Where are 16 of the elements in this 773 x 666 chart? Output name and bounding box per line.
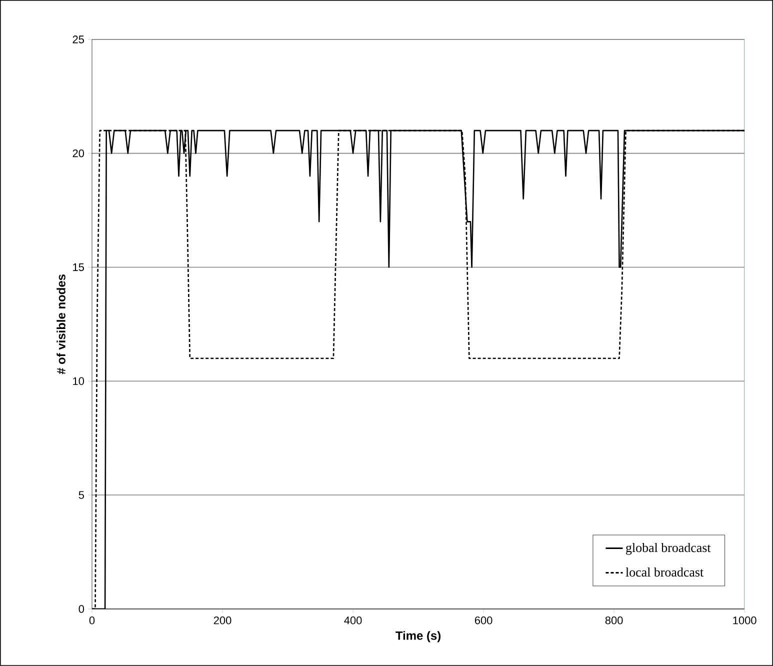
legend-label: global broadcast — [626, 543, 711, 555]
y-axis-title: # of visible nodes — [56, 274, 66, 374]
y-tick-label: 5 — [78, 491, 84, 499]
x-tick-label: 600 — [474, 616, 492, 624]
x-tick-label: 1000 — [733, 616, 756, 624]
y-tick-label: 20 — [72, 150, 84, 158]
y-tick-label: 25 — [72, 36, 84, 44]
y-tick-label: 0 — [78, 605, 84, 613]
y-tick-label: 10 — [73, 377, 84, 386]
x-axis-title: Time (s) — [396, 631, 441, 642]
legend-label: local broadcast — [626, 568, 704, 577]
x-tick-label: 800 — [605, 616, 623, 624]
y-tick-label: 15 — [73, 263, 84, 272]
x-tick-label: 0 — [89, 616, 95, 624]
x-tick-label: 200 — [214, 616, 232, 624]
x-tick-label: 400 — [344, 616, 362, 624]
